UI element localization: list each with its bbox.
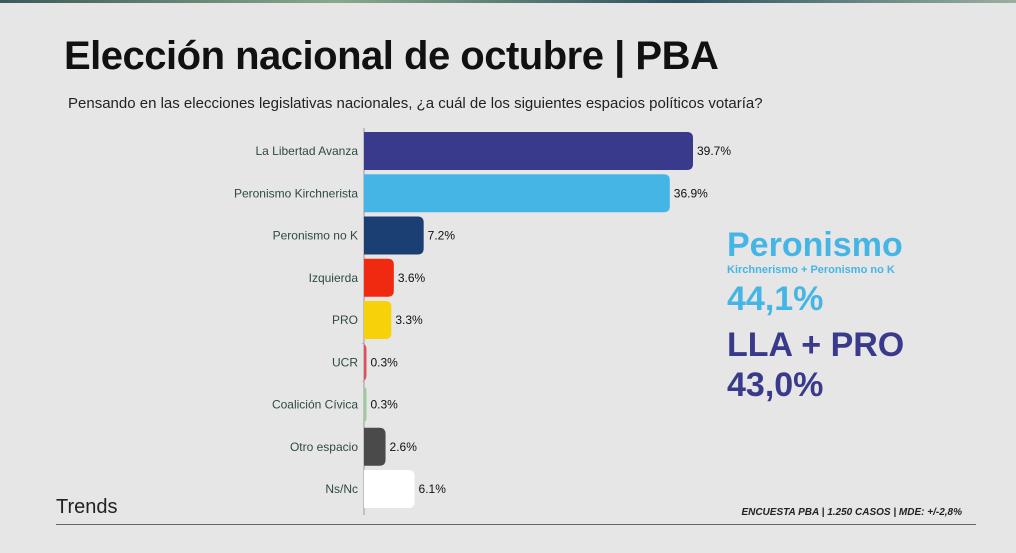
- data-label: 36.9%: [674, 186, 708, 200]
- bar: [364, 132, 693, 170]
- survey-note: ENCUESTA PBA | 1.250 CASOS | MDE: +/-2,8…: [741, 507, 962, 518]
- bar: [360, 343, 367, 382]
- bar: [364, 174, 670, 213]
- data-label: 7.2%: [428, 229, 456, 243]
- category-label: Izquierda: [309, 271, 359, 285]
- bar: [364, 216, 424, 255]
- peronismo-sublabel: Kirchnerismo + Peronismo no K: [727, 264, 895, 276]
- bar: [364, 258, 394, 297]
- category-label: Peronismo no K: [273, 229, 358, 243]
- data-label: 39.7%: [697, 144, 731, 158]
- page-title: Elección nacional de octubre | PBA: [64, 34, 719, 78]
- brand-logo: Trends: [56, 496, 118, 518]
- data-label: 3.6%: [398, 271, 426, 285]
- category-label: Ns/Nc: [325, 482, 358, 496]
- data-label: 3.3%: [395, 313, 423, 327]
- category-label: Coalición Cívica: [272, 398, 358, 412]
- lla-pro-value: 43,0%: [727, 366, 824, 404]
- lla-pro-label: LLA + PRO: [727, 326, 905, 364]
- top-bar: [0, 0, 1016, 3]
- category-label: La Libertad Avanza: [255, 144, 358, 158]
- data-label: 0.3%: [371, 355, 399, 369]
- peronismo-value: 44,1%: [727, 280, 824, 318]
- data-label: 6.1%: [419, 482, 447, 496]
- category-label: UCR: [332, 355, 358, 369]
- bar: [364, 301, 392, 339]
- footer-divider: [56, 524, 976, 525]
- category-label: Otro espacio: [290, 440, 358, 454]
- category-label: PRO: [332, 313, 358, 327]
- bar: [360, 385, 367, 424]
- bar: [364, 470, 415, 508]
- category-label: Peronismo Kirchnerista: [234, 186, 358, 200]
- data-label: 2.6%: [390, 440, 418, 454]
- chart-subtitle: Pensando en las elecciones legislativas …: [68, 95, 763, 112]
- peronismo-label: Peronismo: [727, 226, 903, 264]
- data-label: 0.3%: [371, 398, 399, 412]
- bar: [364, 427, 386, 466]
- summary-panel: Peronismo Kirchnerismo + Peronismo no K …: [727, 228, 904, 402]
